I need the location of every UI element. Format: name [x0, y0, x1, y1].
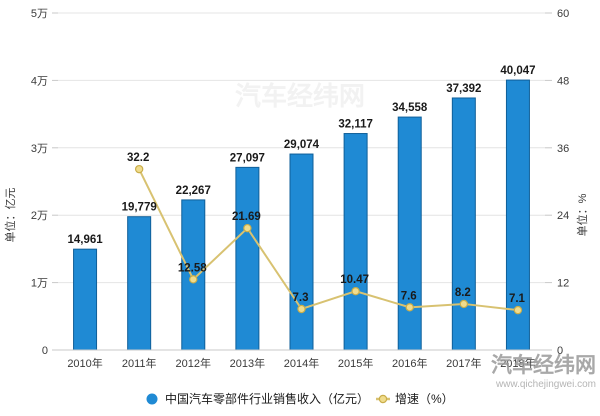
bar [73, 248, 98, 351]
x-axis-label: 2018年 [500, 356, 535, 370]
line-marker [243, 223, 252, 233]
line-path [138, 168, 519, 312]
line-value-label: 21.69 [232, 211, 261, 223]
right-axis-tick-label: 48 [557, 75, 569, 87]
left-axis-tick-label: 0 [42, 345, 48, 357]
bar-value-label: 14,961 [67, 234, 103, 246]
right-axis-tick-label: 24 [557, 210, 569, 222]
bar [397, 116, 422, 351]
line-value-label: 12.58 [178, 262, 207, 274]
line-marker [405, 303, 414, 312]
left-axis-tick-label: 1万 [31, 278, 48, 290]
line-marker [297, 304, 306, 314]
right-axis-tick-label: 0 [557, 345, 563, 357]
line-value-labels: 32.2 12.58 21.69 7.3 10.47 7.6 8.2 7.1 [127, 152, 526, 305]
line-marker [351, 286, 360, 296]
bar [343, 133, 368, 351]
right-axis: 0 12 24 36 48 60 [545, 8, 569, 357]
bar-value-label: 32,117 [338, 119, 373, 131]
legend-marker-revenue [146, 393, 158, 405]
bar-value-label: 37,392 [446, 83, 481, 95]
x-axis-label: 2011年 [122, 356, 157, 370]
faint-watermark-text: 汽车经纬网 [235, 81, 365, 111]
bar-series [73, 79, 530, 351]
bar-value-label: 40,047 [500, 65, 535, 77]
line-value-label: 32.2 [127, 152, 149, 164]
watermark-brand: 汽车经纬网 [491, 353, 596, 377]
bar-value-label: 19,779 [122, 202, 157, 214]
bar-value-label: 27,097 [230, 152, 265, 164]
line-marker [189, 275, 198, 284]
right-axis-tick-label: 60 [557, 8, 569, 20]
x-axis-categories: 2010年 2011年 2012年 2013年 2014年 2015年 2016年 2017年… [67, 356, 535, 370]
x-axis-label: 2013年 [230, 356, 265, 370]
legend-label[interactable]: 增速（%） [395, 392, 454, 406]
legend-marker-growth [378, 394, 388, 404]
x-axis-label: 2012年 [176, 356, 211, 370]
line-value-label: 7.1 [509, 293, 526, 305]
line-value-label: 10.47 [340, 274, 369, 286]
bar-value-label: 22,267 [176, 185, 211, 197]
line-value-label: 8.2 [455, 287, 471, 299]
bar-value-label: 34,558 [392, 102, 428, 114]
left-axis-tick-label: 3万 [31, 143, 48, 155]
faint-watermark: 汽车经纬网 [235, 81, 365, 111]
left-axis-tick-label: 2万 [31, 210, 48, 222]
bar [289, 153, 314, 351]
bar [235, 166, 260, 351]
line-marker [459, 299, 469, 309]
x-axis-label: 2015年 [338, 356, 373, 370]
x-axis-label: 2014年 [284, 356, 319, 370]
right-axis-tick-label: 36 [557, 143, 569, 155]
right-axis-title: 单位：% [575, 193, 589, 236]
bar [127, 216, 152, 351]
x-axis-label: 2017年 [446, 356, 481, 370]
right-axis-tick-label: 12 [557, 278, 569, 290]
legend-label[interactable]: 中国汽车零部件行业销售收入（亿元） [165, 391, 369, 406]
left-axis-title: 单位：亿元 [3, 188, 17, 243]
bar-value-labels: 14,961 19,779 22,267 27,097 29,074 32,117 34,5… [67, 65, 535, 246]
bar-value-label: 29,074 [284, 139, 320, 151]
watermark-url: www.qichejingwei.com [495, 379, 596, 390]
left-axis: 0 1万 2万 3万 4万 5万 [31, 8, 58, 357]
line-marker [134, 164, 144, 174]
x-axis-label: 2010年 [67, 356, 102, 370]
chart-legend: 中国汽车零部件行业销售收入（亿元） 增速（%） [146, 391, 454, 406]
bar [181, 199, 206, 351]
line-value-label: 7.6 [401, 290, 417, 302]
line-series [134, 164, 523, 315]
left-axis-tick-label: 4万 [31, 75, 48, 87]
bar [451, 97, 476, 351]
x-axis-label: 2016年 [392, 356, 427, 370]
left-axis-tick-label: 5万 [31, 8, 48, 20]
line-value-label: 7.3 [293, 292, 309, 304]
line-marker [513, 305, 523, 315]
corner-watermark: 汽车经纬网 www.qichejingwei.com [491, 353, 596, 390]
